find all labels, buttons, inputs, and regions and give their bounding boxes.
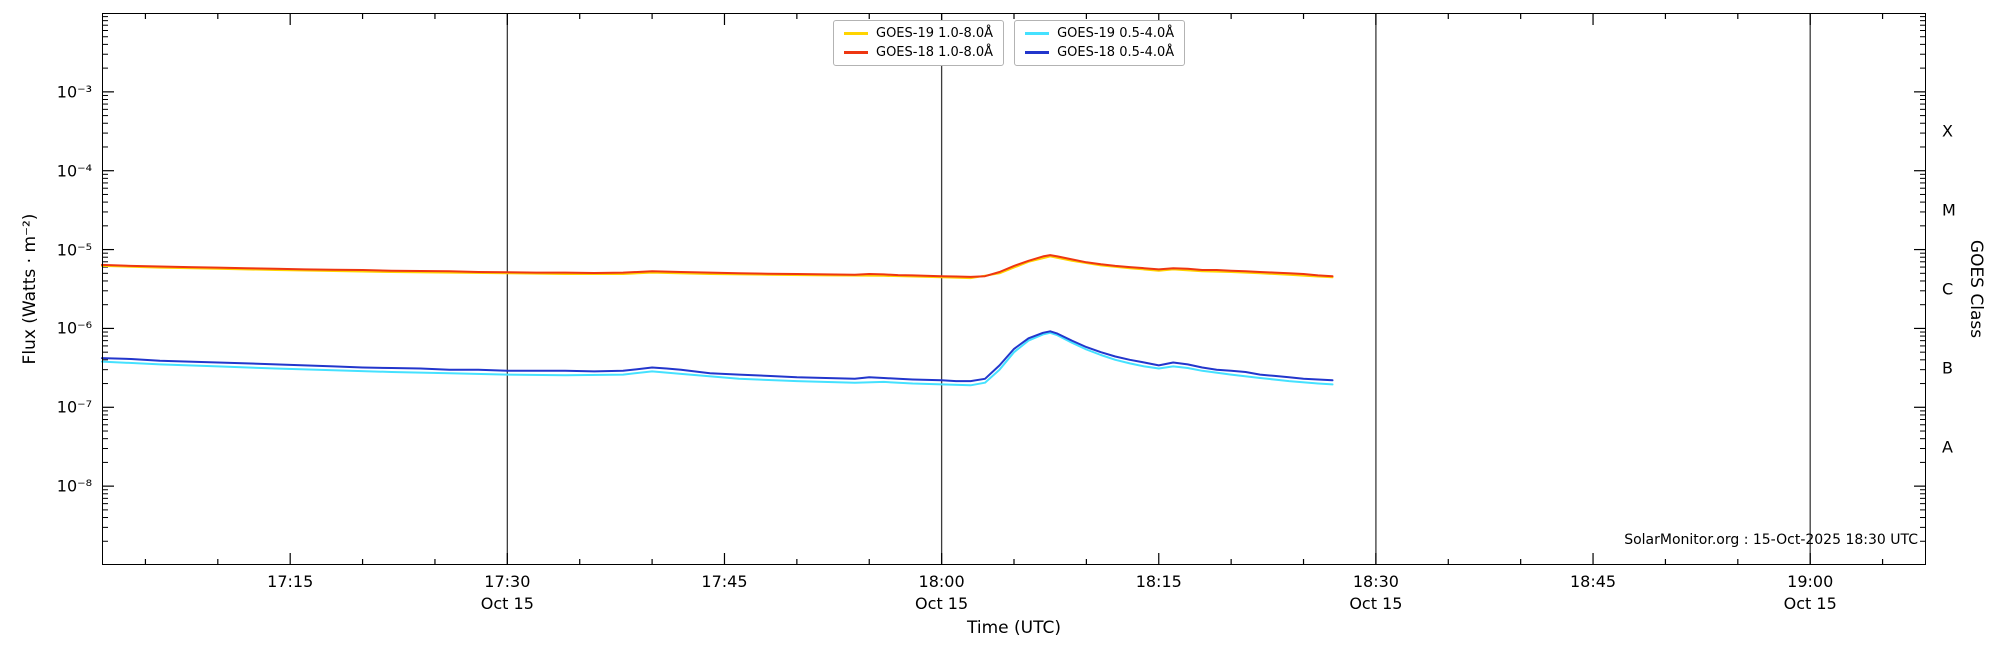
legend-swatch-goes19-short (1025, 32, 1050, 35)
legend: GOES-19 1.0-8.0Å GOES-18 1.0-8.0Å GOES-1… (833, 20, 1186, 66)
legend-label: GOES-19 1.0-8.0Å (876, 26, 994, 41)
x-tick-date-label: Oct 15 (1349, 594, 1403, 613)
series-goes-18-0-5-4-0- (101, 330, 1334, 383)
x-tick-label: 18:45 (1569, 572, 1617, 591)
legend-label: GOES-18 0.5-4.0Å (1057, 45, 1175, 60)
y-tick-label: 10⁻⁶ (56, 318, 92, 338)
series-goes-19-1-0-8-0- (101, 255, 1334, 280)
x-tick-label: 18:00 (918, 572, 965, 591)
x-tick-label: 17:45 (701, 572, 748, 591)
series-goes-19-0-5-4-0- (101, 331, 1334, 387)
solarmonitor-watermark: SolarMonitor.org : 15-Oct-2025 18:30 UTC (1624, 532, 1918, 548)
gridlines (506, 13, 1811, 565)
legend-item-goes18-short: GOES-18 0.5-4.0Å (1025, 45, 1174, 60)
goes-class-letter-a: A (1942, 437, 1953, 457)
x-tick-label: 19:00 (1787, 572, 1834, 591)
plot-frame (102, 13, 1926, 565)
legend-swatch-goes19-long (844, 32, 868, 35)
goes-class-letter-x: X (1942, 121, 1953, 141)
y-tick-label: 10⁻⁷ (56, 397, 92, 417)
goes-class-letter-c: C (1942, 279, 1954, 299)
x-tick-date-label: Oct 15 (1783, 594, 1837, 613)
x-tick-label: 17:30 (484, 572, 531, 591)
legend-label: GOES-18 1.0-8.0Å (876, 45, 994, 60)
right-axis-title: GOES Class (1966, 239, 1986, 339)
legend-item-goes18-long: GOES-18 1.0-8.0Å (844, 45, 993, 60)
x-tick-date-label: Oct 15 (480, 594, 534, 613)
legend-box-short-channel: GOES-19 0.5-4.0Å GOES-18 0.5-4.0Å (1014, 20, 1186, 66)
x-axis-title: Time (UTC) (967, 618, 1061, 638)
y-tick-label: 10⁻⁸ (56, 476, 92, 496)
legend-item-goes19-long: GOES-19 1.0-8.0Å (844, 26, 993, 41)
flux-series (101, 254, 1334, 387)
y-tick-label: 10⁻⁴ (56, 161, 92, 181)
legend-item-goes19-short: GOES-19 0.5-4.0Å (1025, 26, 1174, 41)
legend-swatch-goes18-long (844, 51, 868, 54)
goes-class-letter-m: M (1942, 200, 1956, 220)
x-tick-label: 18:15 (1135, 572, 1182, 591)
y-axis-title: Flux (Watts · m⁻²) (20, 213, 40, 365)
y-tick-label: 10⁻³ (56, 82, 92, 102)
x-tick-date-label: Oct 15 (915, 594, 969, 613)
legend-swatch-goes18-short (1025, 51, 1050, 54)
series-goes-18-1-0-8-0- (101, 254, 1334, 278)
x-tick-label: 18:30 (1352, 572, 1399, 591)
legend-label: GOES-19 0.5-4.0Å (1057, 26, 1175, 41)
x-tick-label: 17:15 (267, 572, 314, 591)
legend-box-long-channel: GOES-19 1.0-8.0Å GOES-18 1.0-8.0Å (833, 20, 1005, 66)
y-tick-label: 10⁻⁵ (56, 240, 92, 260)
goes-class-letter-b: B (1942, 358, 1953, 378)
